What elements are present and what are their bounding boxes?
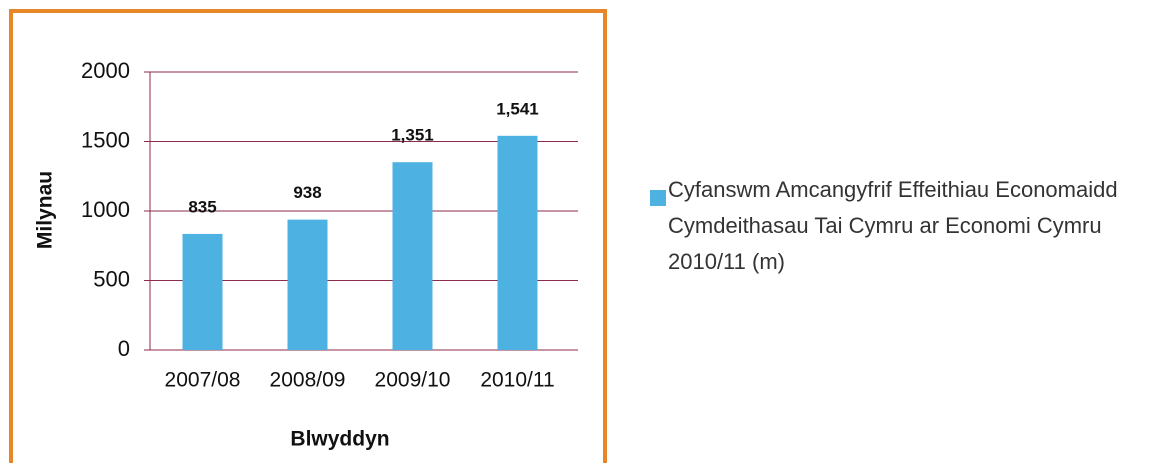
x-axis-title: Blwyddyn <box>290 428 389 451</box>
y-tick-label: 0 <box>118 336 130 361</box>
x-tick-label: 2007/08 <box>165 369 241 392</box>
legend-swatch <box>650 190 666 206</box>
y-tick-label: 2000 <box>81 58 130 83</box>
bar <box>287 219 328 350</box>
x-tick-label: 2008/09 <box>270 369 346 392</box>
x-tick-label: 2010/11 <box>480 369 554 392</box>
data-label: 1,541 <box>496 99 539 118</box>
bar <box>497 135 538 350</box>
y-tick-label: 1000 <box>81 197 130 222</box>
legend-label: Cyfanswm Amcangyfrif Effeithiau Economai… <box>668 177 1118 274</box>
data-label: 835 <box>188 197 216 216</box>
y-tick-label: 1500 <box>81 127 130 152</box>
data-label: 938 <box>293 183 321 202</box>
bar <box>182 233 223 350</box>
y-tick-label: 500 <box>93 266 130 291</box>
x-tick-label: 2009/10 <box>375 369 451 392</box>
data-label: 1,351 <box>391 126 434 145</box>
frame <box>9 9 607 463</box>
y-axis-title: Milynau <box>34 171 57 249</box>
bar <box>392 162 433 350</box>
